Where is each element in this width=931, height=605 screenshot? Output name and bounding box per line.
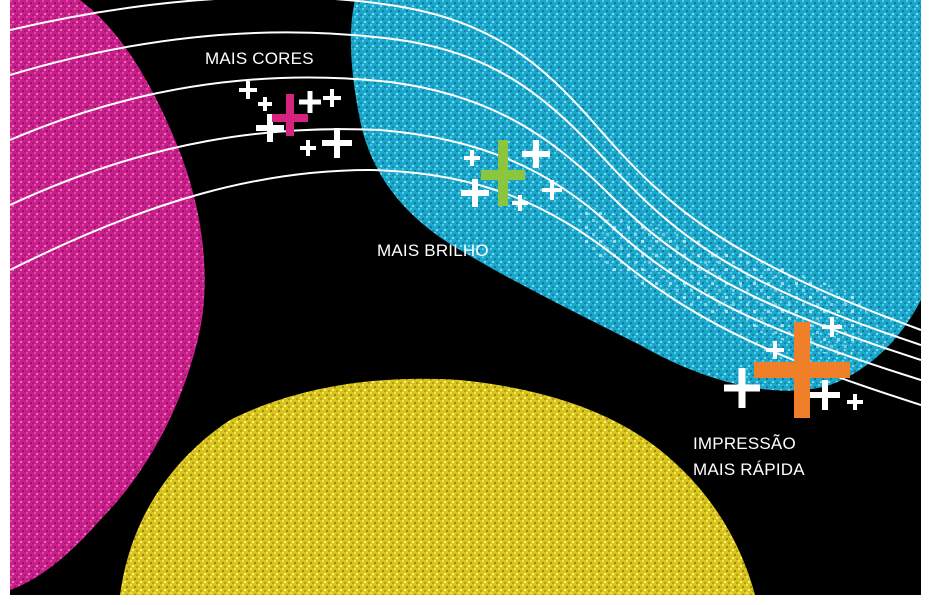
magenta-blob xyxy=(10,0,205,591)
orange-plus-icon xyxy=(754,322,850,418)
faster-printing-label: IMPRESSÃO MAIS RÁPIDA xyxy=(693,431,805,483)
more-brightness-label: MAIS BRILHO xyxy=(377,241,489,260)
magenta-plus-icon xyxy=(272,94,308,136)
white-plus-icon xyxy=(299,91,321,113)
artwork-svg xyxy=(10,0,921,595)
white-plus-icon xyxy=(522,140,550,168)
white-plus-group-1 xyxy=(239,81,352,158)
white-plus-icon xyxy=(512,195,528,211)
white-plus-icon xyxy=(464,150,480,166)
white-plus-icon xyxy=(461,179,489,207)
white-plus-group-2 xyxy=(461,140,562,211)
yellow-blob xyxy=(120,378,755,595)
white-plus-icon xyxy=(542,180,562,200)
white-plus-icon xyxy=(810,380,840,410)
artwork-canvas: MAIS CORES MAIS BRILHO IMPRESSÃO MAIS RÁ… xyxy=(10,0,921,595)
white-plus-icon xyxy=(724,368,760,408)
white-plus-icon xyxy=(822,317,842,337)
more-colors-label: MAIS CORES xyxy=(205,49,314,68)
white-plus-icon xyxy=(323,89,341,107)
white-plus-icon xyxy=(300,140,316,156)
faster-printing-line1: IMPRESSÃO xyxy=(693,434,796,453)
faster-printing-line2: MAIS RÁPIDA xyxy=(693,460,805,479)
green-plus-icon xyxy=(481,140,525,206)
white-plus-icon xyxy=(256,114,284,142)
white-plus-icon xyxy=(847,394,863,410)
white-plus-icon xyxy=(258,97,272,111)
white-plus-group-3 xyxy=(724,317,863,410)
white-plus-icon xyxy=(239,81,257,99)
white-plus-icon xyxy=(766,341,784,359)
white-plus-icon xyxy=(322,128,352,158)
